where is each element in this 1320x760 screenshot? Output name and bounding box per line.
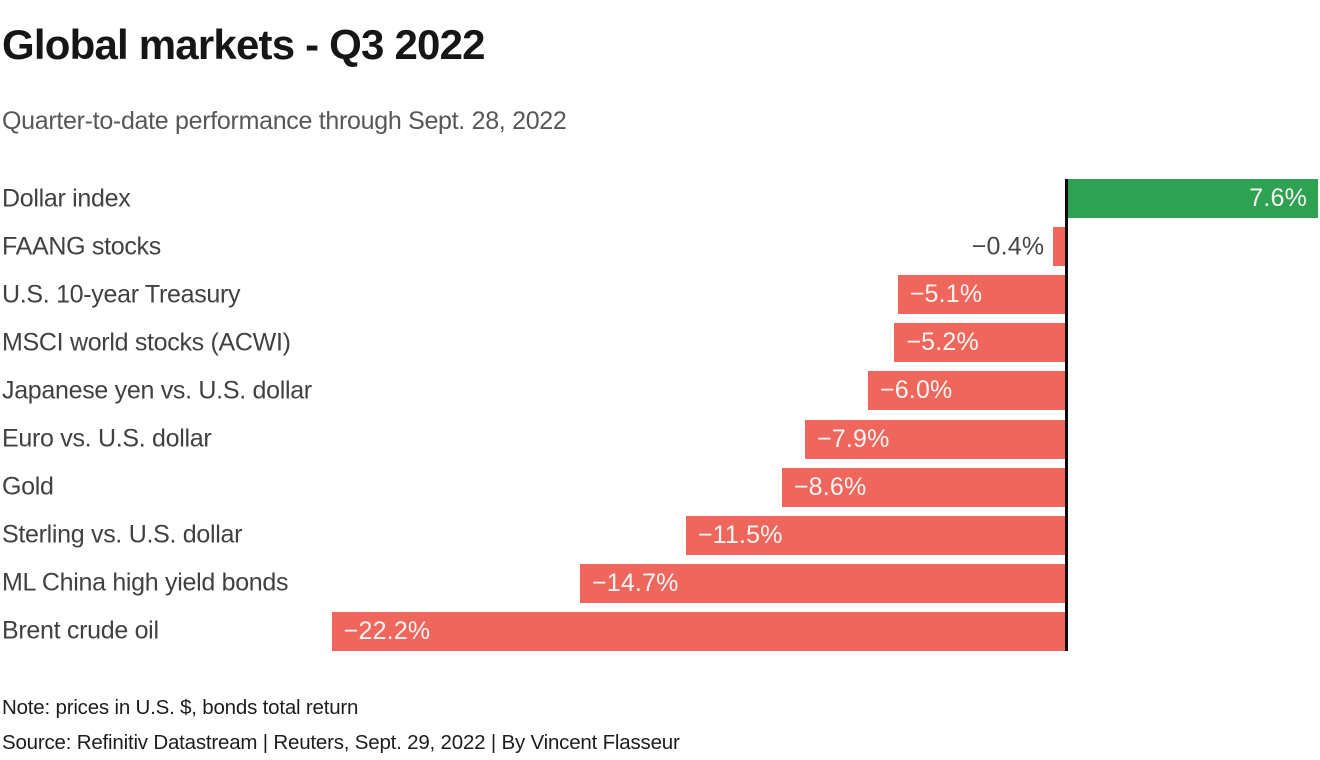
category-label: Gold: [2, 472, 54, 501]
bar-negative: −8.6%: [781, 467, 1067, 507]
value-label: −8.6%: [793, 472, 867, 501]
value-label: −7.9%: [817, 424, 890, 453]
chart-row: Sterling vs. U.S. dollar −11.5%: [0, 515, 1320, 555]
category-label: Brent crude oil: [2, 616, 159, 645]
value-label: −5.2%: [906, 328, 979, 357]
value-label: −6.0%: [879, 376, 953, 405]
value-label: 7.6%: [1249, 184, 1308, 212]
bar-negative: −5.1%: [897, 275, 1067, 315]
value-label: −0.4%: [971, 232, 1045, 261]
category-label: Sterling vs. U.S. dollar: [2, 520, 243, 549]
bar-negative: −11.5%: [685, 515, 1067, 555]
chart-row: U.S. 10-year Treasury −5.1%: [0, 275, 1320, 315]
chart-row: Dollar index 7.6%: [0, 179, 1320, 218]
value-label: −11.5%: [697, 520, 783, 549]
bar-negative: −7.9%: [805, 419, 1067, 459]
chart-row: ML China high yield bonds −14.7%: [0, 563, 1320, 603]
value-label: −14.7%: [591, 568, 679, 597]
chart-row: Brent crude oil −22.2%: [0, 611, 1320, 651]
value-label: −5.1%: [909, 280, 983, 309]
chart-row: Japanese yen vs. U.S. dollar −6.0%: [0, 371, 1320, 411]
chart-row: FAANG stocks −0.4%: [0, 227, 1320, 267]
category-label: ML China high yield bonds: [2, 568, 289, 597]
chart-note: Note: prices in U.S. $, bonds total retu…: [2, 696, 359, 719]
chart-title: Global markets - Q3 2022: [2, 21, 486, 68]
category-label: Japanese yen vs. U.S. dollar: [2, 376, 312, 405]
chart-row: Euro vs. U.S. dollar −7.9%: [0, 419, 1320, 459]
chart-subtitle: Quarter-to-date performance through Sept…: [2, 107, 567, 135]
category-label: FAANG stocks: [2, 232, 161, 261]
category-label: U.S. 10-year Treasury: [2, 280, 241, 309]
chart-source: Source: Refinitiv Datastream | Reuters, …: [2, 731, 680, 754]
value-label: −22.2%: [343, 616, 431, 645]
bar-negative: −5.2%: [894, 323, 1067, 363]
chart-row: MSCI world stocks (ACWI) −5.2%: [0, 323, 1320, 363]
chart-row: Gold −8.6%: [0, 467, 1320, 507]
category-label: Euro vs. U.S. dollar: [2, 424, 212, 453]
bar-negative: −22.2%: [331, 611, 1067, 651]
bar-negative: [1053, 227, 1067, 267]
bar-positive: 7.6%: [1066, 179, 1319, 218]
category-label: MSCI world stocks (ACWI): [2, 328, 291, 357]
category-label: Dollar index: [2, 184, 131, 212]
bar-negative: −6.0%: [867, 371, 1067, 411]
zero-baseline: [1065, 179, 1068, 651]
bar-negative: −14.7%: [579, 563, 1067, 603]
